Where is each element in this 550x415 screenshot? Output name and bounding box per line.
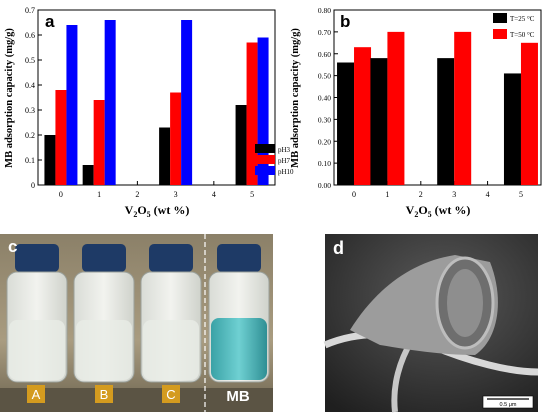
y-tick-label: 0.7 xyxy=(25,6,35,15)
vial-mb-liquid xyxy=(211,318,267,380)
y-tick-label: 0.80 xyxy=(318,6,331,15)
bar-ph3-x1 xyxy=(82,165,94,185)
photo-c-vials: A B C MB c xyxy=(0,234,273,412)
y-tick-label: 0.00 xyxy=(318,181,331,190)
vial-a-cap xyxy=(15,244,59,272)
legend-swatch xyxy=(255,155,275,164)
y-tick-label: 0.10 xyxy=(318,159,331,168)
vial-a: A xyxy=(6,244,68,403)
y-tick-label: 0.20 xyxy=(318,137,331,146)
chart-a: a 0 0.1 0.2 0.3 0.4 0.5 0.6 0.7 0 1 2 3 4 5 pH3 pH7 pH… xyxy=(4,6,294,219)
vial-c-label-badge xyxy=(162,385,180,403)
photo-c-shelf xyxy=(0,388,273,412)
bar-t50c-x0 xyxy=(354,47,372,185)
bar-t50c-x1 xyxy=(387,31,405,185)
chart-a-xlabel: V2O5 (wt %) xyxy=(125,203,190,219)
x-tick-label: 0 xyxy=(59,190,63,199)
legend-label: pH10 xyxy=(278,168,294,176)
vial-b-cap xyxy=(82,244,126,272)
vial-b-label-badge xyxy=(95,385,113,403)
vial-b-liquid xyxy=(76,320,132,380)
bar-ph3-x3 xyxy=(159,127,171,185)
x-tick-label: 4 xyxy=(212,190,216,199)
vial-c: C xyxy=(140,244,202,403)
bar-ph7-x0 xyxy=(55,90,67,185)
vial-mb-label: MB xyxy=(226,388,249,405)
panel-d-letter: d xyxy=(333,238,344,258)
vial-c-label: C xyxy=(166,387,175,402)
x-tick-label: 1 xyxy=(97,190,101,199)
vial-c-cap xyxy=(149,244,193,272)
bar-ph3-x0 xyxy=(44,135,56,185)
y-tick-label: 0.40 xyxy=(318,94,331,103)
vial-b-label: B xyxy=(100,387,109,402)
x-tick-label: 4 xyxy=(486,190,490,199)
bar-t25c-x3 xyxy=(437,58,455,185)
x-tick-label: 0 xyxy=(352,190,356,199)
sem-scale-label: 0.5 μm xyxy=(500,402,517,408)
bar-t25c-x5 xyxy=(503,73,521,185)
x-tick-label: 2 xyxy=(419,190,423,199)
vial-b: B xyxy=(73,244,135,403)
chart-a-plot-frame xyxy=(37,9,276,186)
chart-b: b 0.00 0.10 0.20 0.30 0.40 0.50 0.60 0.70 0.80 0… xyxy=(290,6,542,219)
bar-ph10-x3 xyxy=(181,20,193,185)
bar-ph10-x0 xyxy=(66,25,78,185)
bar-t25c-x0 xyxy=(337,62,355,185)
y-tick-label: 0.3 xyxy=(25,106,35,115)
bar-t50c-x5 xyxy=(520,42,538,185)
legend-swatch xyxy=(255,166,275,175)
chart-b-ylabel: MB adsorption capacity (mg/g) xyxy=(290,28,301,168)
y-tick-label: 0.2 xyxy=(25,131,35,140)
y-tick-label: 0.6 xyxy=(25,31,35,40)
bar-ph10-x1 xyxy=(104,20,116,185)
sem-tube-core xyxy=(447,269,483,337)
legend-swatch xyxy=(255,144,275,153)
x-tick-label: 2 xyxy=(135,190,139,199)
legend-swatch xyxy=(493,13,507,23)
y-tick-label: 0.1 xyxy=(25,156,35,165)
bar-ph3-x5 xyxy=(235,105,247,185)
y-tick-label: 0 xyxy=(31,181,35,190)
vial-a-liquid xyxy=(9,320,65,380)
y-tick-label: 0.70 xyxy=(318,28,331,37)
bar-ph10-x5 xyxy=(257,37,269,185)
bar-ph7-x3 xyxy=(170,92,182,185)
panel-b-letter: b xyxy=(340,12,350,31)
vial-a-label: A xyxy=(32,387,41,402)
bar-ph7-x1 xyxy=(93,100,105,185)
bar-t50c-x3 xyxy=(454,31,472,185)
vial-mb: MB xyxy=(208,244,270,405)
panel-a-letter: a xyxy=(45,12,55,31)
legend-label: pH3 xyxy=(278,146,291,154)
legend-label: T=25 °C xyxy=(510,15,535,23)
vial-mb-cap xyxy=(217,244,261,272)
bar-t25c-x1 xyxy=(370,58,388,185)
y-tick-label: 0.5 xyxy=(25,56,35,65)
legend-swatch xyxy=(493,29,507,39)
x-tick-label: 3 xyxy=(452,190,456,199)
y-tick-label: 0.60 xyxy=(318,50,331,59)
legend-label: pH7 xyxy=(278,157,291,165)
panel-c-letter: c xyxy=(8,237,17,256)
x-tick-label: 5 xyxy=(519,190,523,199)
vial-a-label-badge xyxy=(27,385,45,403)
y-tick-label: 0.4 xyxy=(25,81,35,90)
legend-label: T=50 °C xyxy=(510,31,535,39)
sem-image-d: 0.5 μm d xyxy=(323,234,539,413)
chart-a-ylabel: MB adsorption capacity (mg/g) xyxy=(4,28,15,168)
y-tick-label: 0.30 xyxy=(318,115,331,124)
x-tick-label: 1 xyxy=(385,190,389,199)
chart-b-xlabel: V2O5 (wt %) xyxy=(406,203,471,219)
bar-ph7-x5 xyxy=(246,42,258,185)
y-tick-label: 0.50 xyxy=(318,72,331,81)
x-tick-label: 3 xyxy=(174,190,178,199)
vial-c-liquid xyxy=(143,320,199,380)
x-tick-label: 5 xyxy=(250,190,254,199)
